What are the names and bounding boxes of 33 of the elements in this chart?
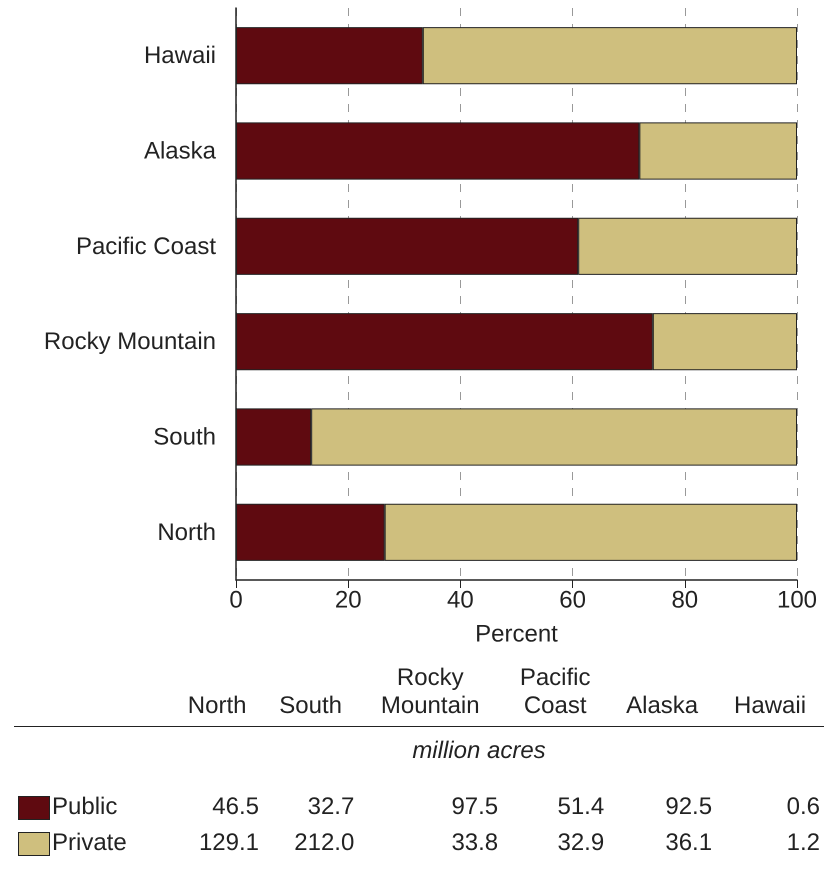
data-label: 46.5 xyxy=(211,792,260,822)
category-label: South xyxy=(263,660,358,726)
y-tick-label: North xyxy=(157,518,216,546)
text: Public xyxy=(52,793,118,820)
data-label: 212.0 xyxy=(293,828,356,858)
x-tick-label: 80 xyxy=(671,586,698,614)
y-tick-label: Pacific Coast xyxy=(76,232,216,260)
data-label: 1.2 xyxy=(786,828,821,858)
y-tick-label: South xyxy=(153,424,216,450)
x-tick-label: 40 xyxy=(447,586,474,614)
y-tick-label: Hawaii xyxy=(144,42,216,70)
y-tick-label: Alaska xyxy=(144,138,217,164)
data-label: 129.1 xyxy=(198,828,260,858)
y-tick-label: Rocky Mountain xyxy=(44,328,216,356)
category-label: Pacific Coast xyxy=(502,660,608,726)
data-label: 97.5 xyxy=(450,792,500,822)
data-label: 0.6 xyxy=(786,792,821,822)
x-tick-label: 60 xyxy=(559,586,586,614)
x-axis-title: Percent xyxy=(475,620,558,648)
data-label: 33.8 xyxy=(450,828,500,858)
text: million acres xyxy=(411,736,547,766)
x-tick-label: 100 xyxy=(776,586,818,614)
x-tick-label: 20 xyxy=(334,586,362,614)
text: Private xyxy=(52,829,127,856)
category-label: Rocky Mountain xyxy=(358,660,502,726)
x-tick-label: 0 xyxy=(229,586,243,614)
data-label: 92.5 xyxy=(664,792,714,822)
data-label: 32.9 xyxy=(556,828,606,858)
data-label: 36.1 xyxy=(664,828,714,858)
category-label: Alaska xyxy=(608,660,716,726)
data-label: 32.7 xyxy=(306,792,356,822)
category-label: Hawaii xyxy=(716,660,824,726)
data-label: 51.4 xyxy=(556,792,606,822)
